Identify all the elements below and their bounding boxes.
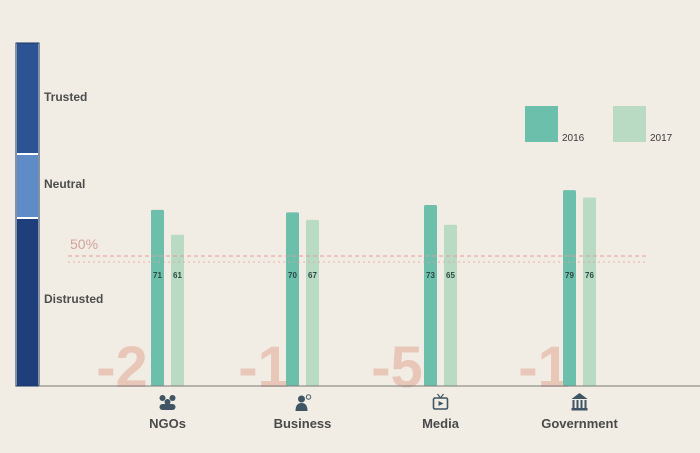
trust-scale-outline (15, 42, 40, 387)
scale-label-neutral: Neutral (44, 177, 85, 191)
value-label-media-2017: 65 (446, 271, 455, 280)
legend-label-2016: 2016 (562, 133, 585, 144)
bar-government-2016 (563, 190, 576, 386)
legend-swatch-2016 (525, 106, 558, 142)
category-label-government: Government (541, 416, 618, 431)
tv-icon (432, 393, 449, 410)
trust-scale-segment-neutral (17, 154, 38, 218)
bar-government-2017 (583, 197, 596, 386)
legend-label-2017: 2017 (650, 133, 673, 144)
change-labels: -2 -1 -5 -1 (96, 335, 570, 400)
value-label-business-2016: 70 (288, 271, 297, 280)
bar-media-2016 (424, 204, 437, 386)
trust-scale-labels: Trusted Neutral Distrusted (44, 90, 103, 306)
government-building-icon (571, 393, 588, 411)
change-label-business: -1 (238, 335, 290, 400)
scale-label-trusted: Trusted (44, 90, 87, 104)
bar-ngos-2016 (151, 209, 164, 386)
value-label-business-2017: 67 (308, 271, 317, 280)
legend: 2016 2017 (525, 106, 673, 144)
businessman-icon (295, 394, 312, 411)
reference-lines: 50% (68, 236, 648, 263)
change-label-media: -5 (371, 335, 423, 400)
people-icon (159, 395, 176, 410)
trust-scale-segment-distrusted (17, 218, 38, 386)
value-label-government-2017: 76 (585, 271, 594, 280)
value-label-ngos-2016: 71 (153, 271, 162, 280)
bar-media-2017 (444, 224, 457, 386)
bars-group: 71 70 73 79 61 67 65 76 (151, 190, 596, 386)
category-label-business: Business (274, 416, 332, 431)
category-labels: NGOs Business Media Government (149, 393, 618, 431)
value-label-media-2016: 73 (426, 271, 435, 280)
reference-line-label: 50% (70, 236, 98, 252)
value-label-ngos-2017: 61 (173, 271, 182, 280)
scale-label-distrusted: Distrusted (44, 292, 103, 306)
legend-swatch-2017 (613, 106, 646, 142)
trust-scale-segment-trusted (17, 43, 38, 154)
bar-business-2016 (286, 212, 299, 386)
category-label-media: Media (422, 416, 460, 431)
value-label-government-2016: 79 (565, 271, 574, 280)
change-label-ngos: -2 (96, 335, 148, 400)
bar-ngos-2017 (171, 234, 184, 386)
bar-business-2017 (306, 219, 319, 386)
trust-scale-bar (15, 42, 40, 387)
change-label-government: -1 (518, 335, 570, 400)
category-label-ngos: NGOs (149, 416, 186, 431)
